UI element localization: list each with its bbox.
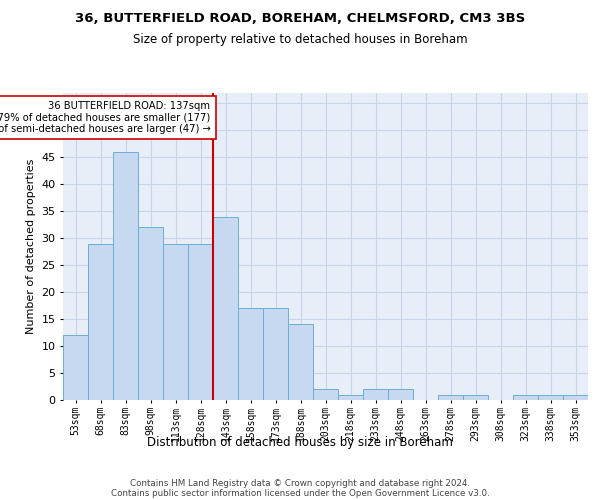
Bar <box>538 394 563 400</box>
Bar <box>513 394 538 400</box>
Bar <box>163 244 188 400</box>
Bar <box>338 394 363 400</box>
Text: 36 BUTTERFIELD ROAD: 137sqm
← 79% of detached houses are smaller (177)
21% of se: 36 BUTTERFIELD ROAD: 137sqm ← 79% of det… <box>0 100 211 134</box>
Bar <box>63 336 88 400</box>
Bar <box>388 389 413 400</box>
Bar <box>238 308 263 400</box>
Text: Distribution of detached houses by size in Boreham: Distribution of detached houses by size … <box>147 436 453 449</box>
Text: Size of property relative to detached houses in Boreham: Size of property relative to detached ho… <box>133 32 467 46</box>
Y-axis label: Number of detached properties: Number of detached properties <box>26 158 35 334</box>
Text: Contains public sector information licensed under the Open Government Licence v3: Contains public sector information licen… <box>110 488 490 498</box>
Text: Contains HM Land Registry data © Crown copyright and database right 2024.: Contains HM Land Registry data © Crown c… <box>130 478 470 488</box>
Bar <box>563 394 588 400</box>
Bar <box>363 389 388 400</box>
Bar <box>113 152 138 400</box>
Bar <box>288 324 313 400</box>
Bar <box>463 394 488 400</box>
Bar <box>88 244 113 400</box>
Bar <box>438 394 463 400</box>
Bar <box>313 389 338 400</box>
Text: 36, BUTTERFIELD ROAD, BOREHAM, CHELMSFORD, CM3 3BS: 36, BUTTERFIELD ROAD, BOREHAM, CHELMSFOR… <box>75 12 525 26</box>
Bar <box>188 244 213 400</box>
Bar <box>213 216 238 400</box>
Bar <box>138 228 163 400</box>
Bar <box>263 308 288 400</box>
